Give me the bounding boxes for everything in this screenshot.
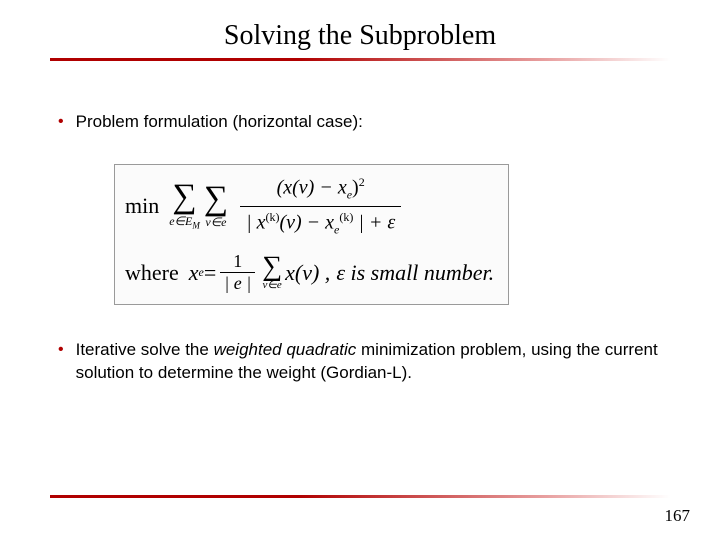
slide-title: Solving the Subproblem bbox=[50, 20, 670, 52]
bullet-marker-icon: • bbox=[58, 339, 64, 361]
bullet-marker-icon: • bbox=[58, 111, 64, 133]
page-number: 167 bbox=[665, 506, 691, 526]
bullet-1-text: Problem formulation (horizontal case): bbox=[76, 111, 670, 134]
sum-outer: ∑ e∈EM bbox=[169, 182, 200, 230]
formula-box: min ∑ e∈EM ∑ v∈e (x(v) − xe)2 | x(k)(v) … bbox=[114, 164, 509, 305]
sum-xe: ∑ v∈e bbox=[262, 254, 282, 291]
bullet-2: • Iterative solve the weighted quadratic… bbox=[58, 339, 670, 385]
formula-objective: min ∑ e∈EM ∑ v∈e (x(v) − xe)2 | x(k)(v) … bbox=[125, 175, 494, 237]
formula-where: where xe = 1 | e | ∑ v∈e x(v) , ε is sma… bbox=[125, 251, 494, 294]
footer-divider bbox=[50, 495, 670, 498]
where-label: where bbox=[125, 260, 179, 286]
xe-fraction: 1 | e | bbox=[220, 251, 255, 294]
main-fraction: (x(v) − xe)2 | x(k)(v) − xe(k) | + ε bbox=[240, 175, 401, 237]
min-label: min bbox=[125, 193, 159, 219]
bullet-2-text: Iterative solve the weighted quadratic m… bbox=[76, 339, 670, 385]
title-divider bbox=[50, 58, 670, 61]
sum-inner: ∑ v∈e bbox=[204, 184, 228, 229]
bullet-1: • Problem formulation (horizontal case): bbox=[58, 111, 670, 134]
